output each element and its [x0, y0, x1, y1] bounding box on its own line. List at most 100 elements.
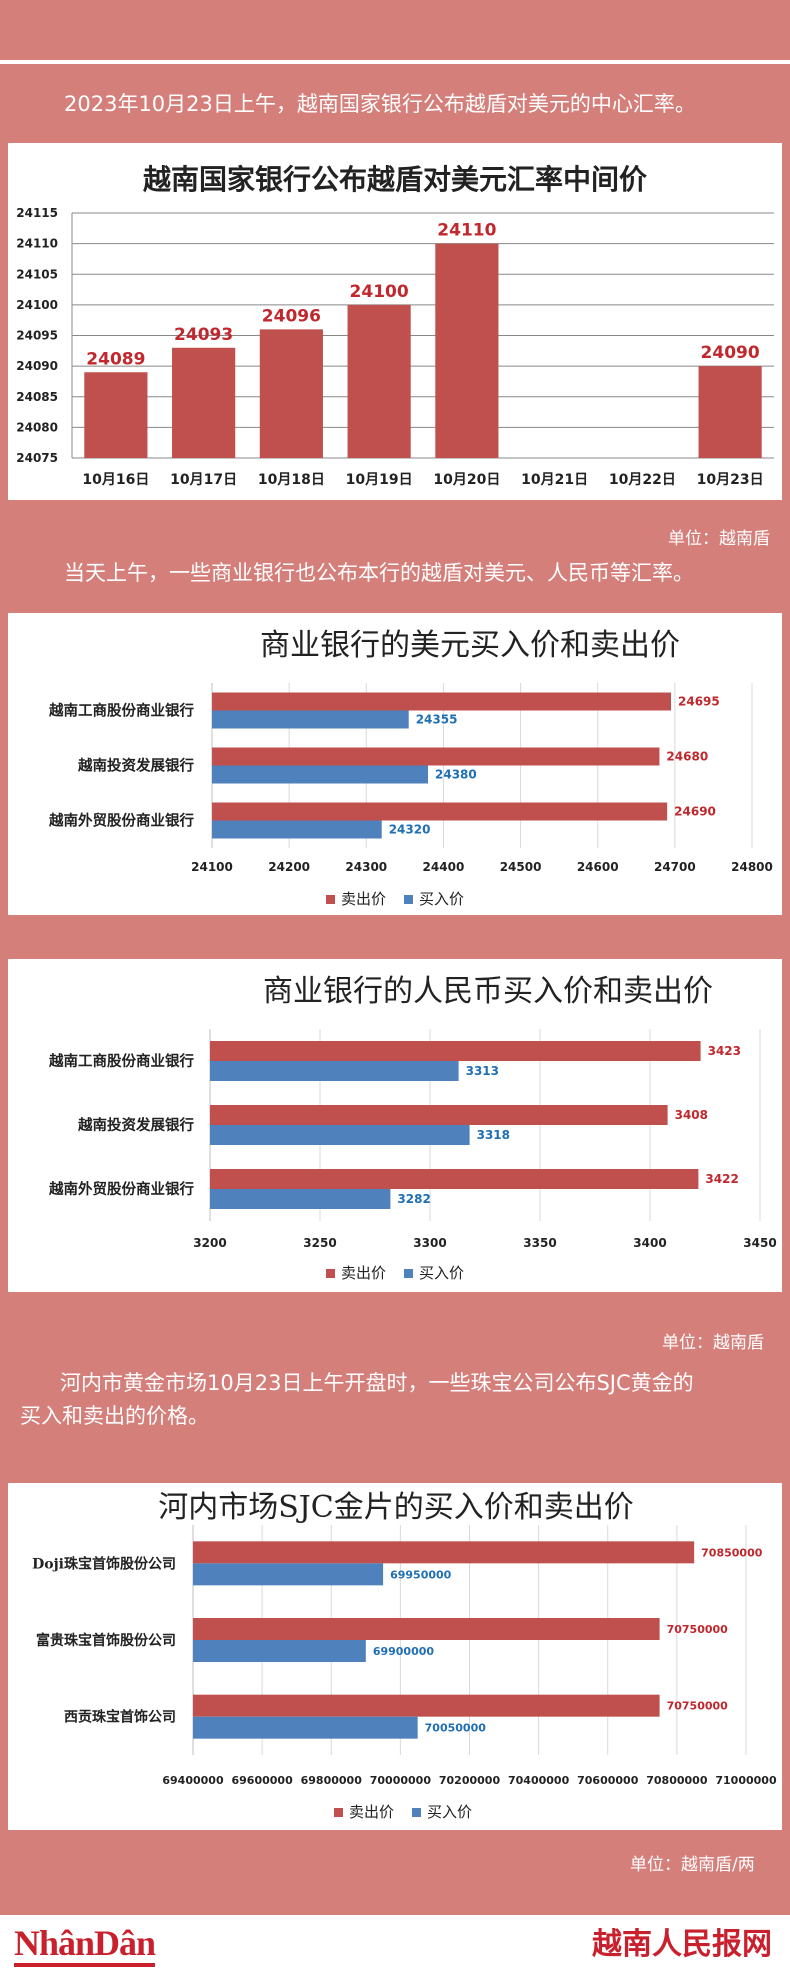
category-label: 越南投资发展银行 [77, 1116, 194, 1134]
category-label: 富贵珠宝首饰股份公司 [36, 1632, 176, 1649]
x-tick-label: 3450 [743, 1236, 776, 1250]
sell-bar [210, 1169, 699, 1189]
data-label: 70750000 [667, 1700, 729, 1713]
data-label: 24380 [435, 768, 477, 782]
x-tick-label: 24500 [500, 860, 542, 874]
buy-bar [210, 1125, 470, 1145]
category-label: 越南投资发展银行 [77, 757, 194, 775]
sell-bar [212, 747, 660, 766]
data-label: 24680 [666, 750, 708, 764]
data-label: 24096 [262, 306, 321, 326]
legend-label: 买入价 [419, 890, 464, 908]
y-tick-label: 24085 [16, 390, 58, 404]
data-label: 24093 [174, 325, 233, 345]
sell-bar [212, 692, 671, 711]
nhandan-logo[interactable]: NhânDân [14, 1923, 156, 1967]
x-tick-label: 24600 [577, 860, 619, 874]
x-tick-label: 10月17日 [170, 472, 237, 488]
chart-title: 商业银行的美元买入价和卖出价 [260, 628, 680, 663]
category-label: 西贡珠宝首饰公司 [64, 1709, 176, 1726]
data-label: 3313 [466, 1064, 499, 1078]
x-tick-label: 24100 [191, 860, 233, 874]
data-label: 24690 [674, 805, 716, 819]
buy-bar [193, 1640, 366, 1662]
category-label: 越南外贸股份商业银行 [48, 1180, 194, 1198]
legend-swatch [334, 1808, 343, 1817]
x-tick-label: 10月19日 [346, 472, 413, 488]
x-tick-label: 24300 [345, 860, 387, 874]
y-tick-label: 24090 [16, 359, 58, 373]
unit-label-1: 单位：越南盾 [668, 529, 770, 549]
category-label: Doji珠宝首饰股份公司 [32, 1555, 176, 1572]
x-tick-label: 24800 [731, 860, 773, 874]
bar [435, 243, 499, 458]
legend-label: 买入价 [419, 1264, 464, 1282]
x-tick-label: 69800000 [301, 1774, 363, 1787]
chart-title: 河内市场SJC金片的买入价和卖出价 [158, 1490, 634, 1525]
category-label: 越南工商股份商业银行 [48, 1052, 194, 1070]
data-label: 70050000 [425, 1722, 487, 1735]
data-label: 70850000 [701, 1546, 763, 1559]
x-tick-label: 10月16日 [82, 472, 149, 488]
chart-title: 商业银行的人民币买入价和卖出价 [263, 974, 713, 1009]
chart-gold-prices: 河内市场SJC金片的买入价和卖出价 69400000 69600000 6980000… [32, 1490, 777, 1821]
data-label: 24695 [678, 695, 720, 709]
x-tick-label: 70400000 [508, 1774, 570, 1787]
chart-usd-rates: 商业银行的美元买入价和卖出价 24100 24200 24300 24400 24500 2… [48, 628, 773, 908]
x-tick-label: 69400000 [162, 1774, 224, 1787]
top-banner [0, 0, 790, 64]
x-tick-label: 70800000 [646, 1774, 708, 1787]
sell-bar [193, 1694, 660, 1717]
sell-bar [193, 1618, 660, 1640]
legend-swatch [412, 1808, 421, 1817]
legend-label: 买入价 [427, 1803, 472, 1821]
data-label: 24100 [350, 282, 409, 302]
legend-label: 卖出价 [349, 1803, 394, 1821]
chart-panel-4: 河内市场SJC金片的买入价和卖出价 69400000 69600000 6980000… [8, 1483, 782, 1830]
x-tick-label: 3300 [413, 1236, 446, 1250]
x-tick-label: 24700 [654, 860, 696, 874]
chart-title: 越南国家银行公布越盾对美元汇率中间价 [143, 163, 648, 196]
buy-bar [193, 1716, 418, 1739]
x-tick-label: 10月18日 [258, 472, 325, 488]
x-tick-label: 3350 [523, 1236, 556, 1250]
site-logo[interactable]: 越南人民报网 [592, 1927, 772, 1962]
data-label: 24090 [701, 343, 760, 363]
buy-bar [210, 1189, 391, 1209]
intro-text-3-line2: 买入和卖出的价格。 [20, 1404, 209, 1428]
intro-text-1: 2023年10月23日上午，越南国家银行公布越盾对美元的中心汇率。 [64, 92, 696, 116]
buy-bar [210, 1061, 459, 1081]
x-tick-label: 10月22日 [609, 472, 676, 488]
buy-bar [212, 710, 409, 729]
x-tick-label: 70000000 [370, 1774, 432, 1787]
intro-text-2: 当天上午，一些商业银行也公布本行的越盾对美元、人民币等汇率。 [64, 561, 694, 585]
x-tick-label: 3200 [193, 1236, 226, 1250]
data-label: 70750000 [667, 1623, 729, 1636]
y-tick-label: 24105 [16, 267, 58, 281]
legend-label: 卖出价 [341, 1264, 386, 1282]
data-label: 3282 [397, 1192, 430, 1206]
legend-swatch [404, 895, 413, 904]
unit-label-3: 单位：越南盾/两 [630, 1855, 755, 1875]
data-label: 24320 [389, 823, 431, 837]
data-label: 24110 [437, 221, 496, 241]
sell-bar [210, 1041, 701, 1061]
chart-central-rate: 越南国家银行公布越盾对美元汇率中间价 24075 24080 24085 24090 24… [16, 163, 774, 488]
legend-label: 卖出价 [341, 890, 386, 908]
bar [84, 372, 148, 458]
legend-swatch [326, 1269, 335, 1278]
data-label: 24089 [86, 349, 145, 369]
legend-swatch [326, 895, 335, 904]
category-label: 越南外贸股份商业银行 [48, 812, 194, 830]
y-tick-label: 24100 [16, 298, 58, 312]
x-tick-label: 24400 [423, 860, 465, 874]
category-label: 越南工商股份商业银行 [48, 702, 194, 720]
bar [698, 366, 762, 458]
sell-bar [212, 802, 668, 821]
x-tick-label: 3250 [303, 1236, 336, 1250]
chart-panel-3: 商业银行的人民币买入价和卖出价 3200 3250 3300 3350 3400 3450 越… [8, 959, 782, 1292]
data-label: 69900000 [373, 1645, 435, 1658]
data-label: 69950000 [390, 1568, 452, 1581]
intro-text-3-line1: 河内市黄金市场10月23日上午开盘时，一些珠宝公司公布SJC黄金的 [60, 1371, 694, 1395]
data-label: 3318 [477, 1128, 510, 1142]
